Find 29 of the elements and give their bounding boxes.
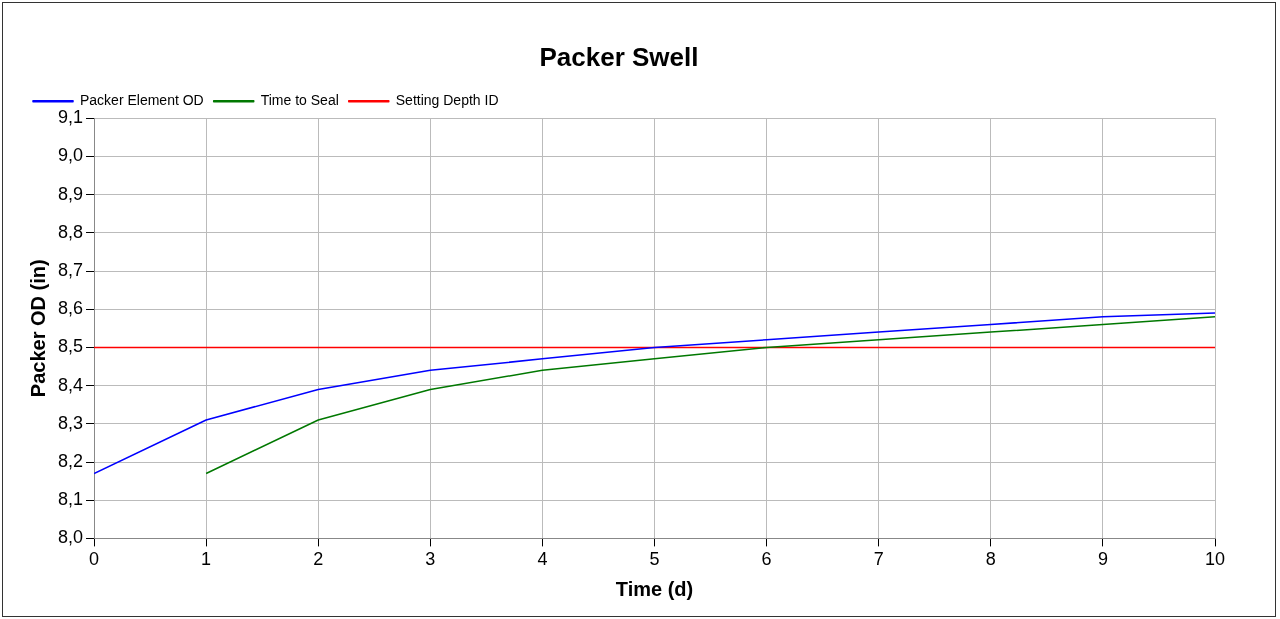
y-tick-label: 8,2 <box>57 450 84 471</box>
x-tick-label: 7 <box>873 549 884 570</box>
y-tick-label: 8,8 <box>57 221 84 242</box>
y-tick-label: 8,7 <box>57 259 84 280</box>
y-tick-label: 9,1 <box>57 107 84 128</box>
y-tick-label: 9,0 <box>57 145 84 166</box>
legend-label: Packer Element OD <box>80 92 204 109</box>
x-tick-label: 6 <box>761 549 772 570</box>
y-tick-label: 8,5 <box>57 336 84 357</box>
x-tick-label: 4 <box>537 549 548 570</box>
x-tick-label: 9 <box>1097 549 1108 570</box>
x-tick-label: 3 <box>425 549 436 570</box>
legend-label: Setting Depth ID <box>395 92 499 109</box>
x-tick-label: 5 <box>649 549 660 570</box>
y-tick-label: 8,1 <box>57 489 84 510</box>
x-tick-label: 2 <box>313 549 324 570</box>
x-tick-label: 1 <box>201 549 212 570</box>
legend-label: Time to Seal <box>260 92 339 109</box>
y-axis-title: Packer OD (in) <box>26 259 49 398</box>
y-tick-label: 8,0 <box>57 527 84 548</box>
y-tick-label: 8,9 <box>57 183 84 204</box>
x-tick-label: 8 <box>985 549 996 570</box>
x-axis-title: Time (d) <box>615 577 694 600</box>
y-tick-label: 8,6 <box>57 298 84 319</box>
x-tick-label: 0 <box>89 549 100 570</box>
chart-title: Packer Swell <box>539 41 699 72</box>
y-tick-label: 8,3 <box>57 412 84 433</box>
x-tick-label: 10 <box>1204 549 1226 570</box>
y-tick-label: 8,4 <box>57 374 84 395</box>
